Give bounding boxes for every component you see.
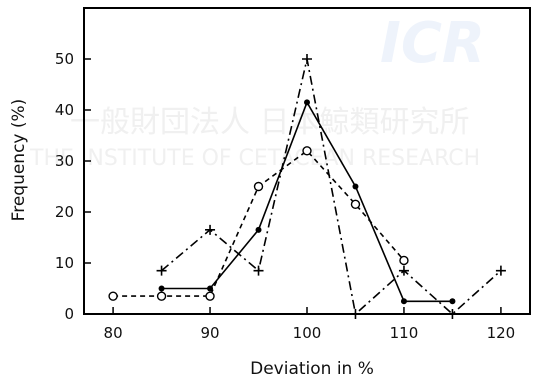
y-tick-label: 10: [55, 254, 74, 272]
data-point-open: [158, 292, 166, 300]
y-tick-label: 20: [55, 203, 74, 221]
data-point-filled: [449, 298, 455, 304]
y-tick-label: 0: [64, 305, 74, 323]
data-point-open: [109, 292, 117, 300]
data-point-open: [255, 183, 263, 191]
watermark-english: THE INSTITUTE OF CETACEAN RESEARCH: [29, 146, 480, 171]
watermark-logo: ICR: [380, 11, 485, 76]
x-tick-label: 100: [293, 324, 322, 342]
x-tick-label: 110: [390, 324, 419, 342]
data-point-filled: [304, 99, 310, 105]
data-point-filled: [256, 227, 262, 233]
axis-ticks: 80 90 100 110 120 0 10 20 30 40 50: [55, 50, 515, 342]
x-axis-label: Deviation in %: [250, 359, 374, 379]
series-line-dash-dot: [162, 59, 501, 314]
data-point-open: [351, 200, 359, 208]
data-point-filled: [159, 286, 165, 292]
y-tick-label: 50: [55, 50, 74, 68]
data-point-plus: [302, 54, 312, 64]
data-point-filled: [352, 184, 358, 190]
y-tick-label: 40: [55, 101, 74, 119]
data-point-open: [400, 256, 408, 264]
data-point-open: [206, 292, 214, 300]
watermark-japanese: 一般財団法人 日本鯨類研究所: [70, 105, 470, 140]
data-point-filled: [401, 298, 407, 304]
y-tick-label: 30: [55, 152, 74, 170]
x-tick-label: 80: [104, 324, 123, 342]
x-tick-label: 120: [487, 324, 516, 342]
x-tick-label: 90: [200, 324, 219, 342]
watermark: ICR 一般財団法人 日本鯨類研究所 THE INSTITUTE OF CETA…: [29, 11, 485, 171]
y-axis-label: Frequency (%): [9, 99, 29, 222]
data-point-open: [303, 147, 311, 155]
series-layer: [109, 54, 506, 319]
